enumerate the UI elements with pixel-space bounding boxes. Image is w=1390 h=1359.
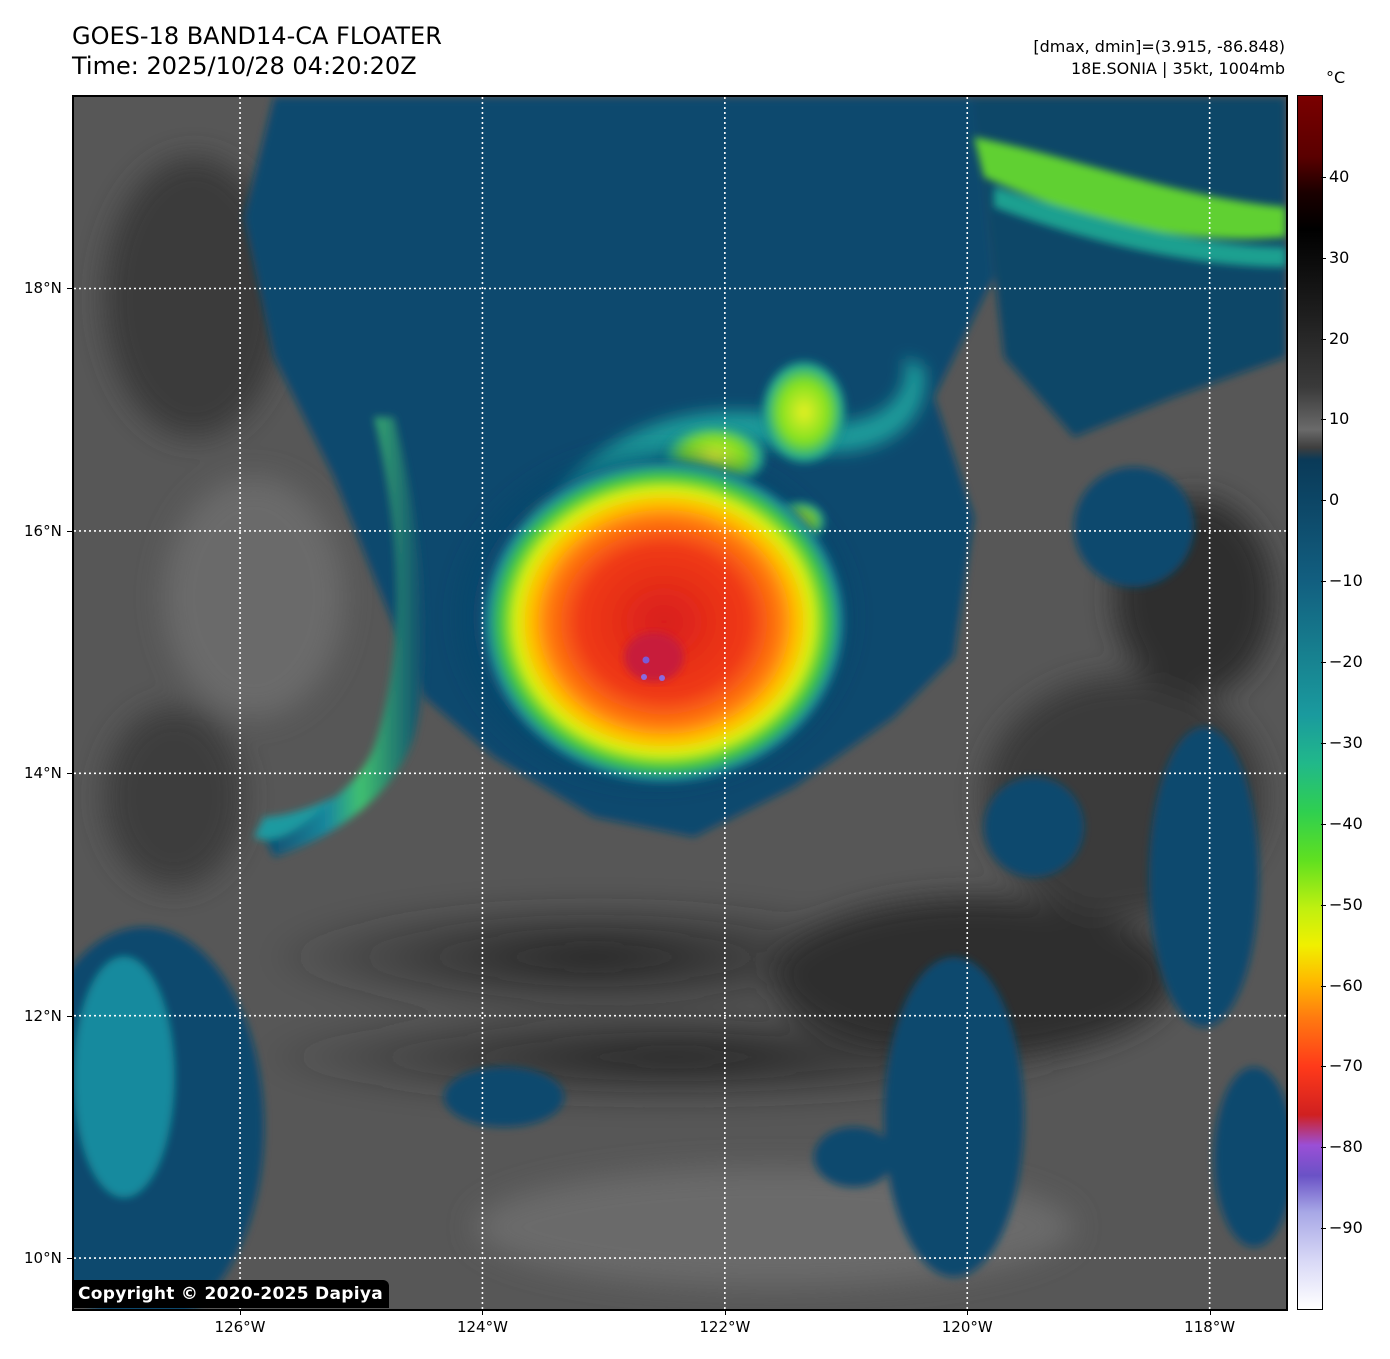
longitude-tick	[240, 1309, 242, 1315]
storm-core	[479, 457, 849, 787]
colorbar-tick	[1321, 985, 1326, 987]
colorbar-tick-label: −40	[1329, 813, 1363, 833]
colorbar-tick	[1321, 581, 1326, 583]
latitude-tick	[67, 773, 73, 775]
longitude-label: 126°W	[214, 1318, 266, 1336]
colorbar-tick-label: −50	[1329, 894, 1363, 914]
latitude-label: 18°N	[24, 279, 62, 298]
longitude-label: 122°W	[699, 1318, 751, 1336]
colorbar-tick-label: 10	[1329, 409, 1350, 429]
satellite-image	[74, 97, 1286, 1309]
colorbar-tick	[1321, 1066, 1326, 1068]
latitude-tick	[67, 1015, 73, 1017]
colorbar-tick-label: −10	[1329, 571, 1363, 591]
latitude-label: 12°N	[24, 1006, 62, 1025]
colorbar-tick	[1321, 1228, 1326, 1230]
colorbar-tick-label: −20	[1329, 652, 1363, 672]
rainband-west	[254, 417, 425, 857]
colorbar-tick	[1321, 1147, 1326, 1149]
colorbar-tick-label: 40	[1329, 166, 1350, 186]
colorbar-tick-label: −30	[1329, 732, 1363, 752]
overshooting-tops	[641, 656, 665, 681]
latitude-label: 16°N	[24, 521, 62, 540]
rainband-northeast	[974, 137, 1286, 267]
temperature-colorbar	[1297, 95, 1323, 1310]
colorbar-tick	[1321, 904, 1326, 906]
latitude-tick	[67, 1258, 73, 1260]
longitude-label: 118°W	[1184, 1318, 1236, 1336]
colorbar-tick	[1321, 742, 1326, 744]
colorbar-tick-label: −60	[1329, 975, 1363, 995]
longitude-tick	[967, 1309, 969, 1315]
storm-center	[624, 632, 684, 682]
colorbar-tick	[1321, 176, 1326, 178]
convection-north	[759, 357, 849, 467]
colorbar-tick-label: 20	[1329, 328, 1350, 348]
colorbar-tick-label: −90	[1329, 1218, 1363, 1238]
colorbar-tick	[1321, 338, 1326, 340]
colorbar-tick-label: 0	[1329, 490, 1340, 510]
latitude-tick	[67, 288, 73, 290]
graticule	[74, 97, 1286, 1309]
latitude-label: 10°N	[24, 1249, 62, 1268]
satellite-map	[72, 95, 1288, 1311]
longitude-tick	[482, 1309, 484, 1315]
colorbar-tick	[1321, 257, 1326, 259]
storm-info: 18E.SONIA | 35kt, 1004mb	[1070, 59, 1285, 78]
latitude-tick	[67, 530, 73, 532]
longitude-label: 120°W	[941, 1318, 993, 1336]
data-range-info: [dmax, dmin]=(3.915, -86.848)	[1033, 37, 1285, 56]
longitude-label: 124°W	[456, 1318, 508, 1336]
timestamp-title: Time: 2025/10/28 04:20:20Z	[72, 52, 417, 80]
colorbar-tick-label: −80	[1329, 1137, 1363, 1157]
colorbar-tick	[1321, 823, 1326, 825]
copyright-label: Copyright © 2020-2025 Dapiya	[72, 1280, 389, 1308]
colorbar-unit: °C	[1326, 68, 1346, 87]
longitude-tick	[724, 1309, 726, 1315]
colorbar-tick-label: 30	[1329, 247, 1350, 267]
latitude-label: 14°N	[24, 764, 62, 783]
colorbar-tick	[1321, 419, 1326, 421]
colorbar-tick-label: −70	[1329, 1056, 1363, 1076]
longitude-tick	[1209, 1309, 1211, 1315]
colorbar-tick	[1321, 500, 1326, 502]
colorbar-tick	[1321, 662, 1326, 664]
chart-title: GOES-18 BAND14-CA FLOATER	[72, 22, 442, 50]
